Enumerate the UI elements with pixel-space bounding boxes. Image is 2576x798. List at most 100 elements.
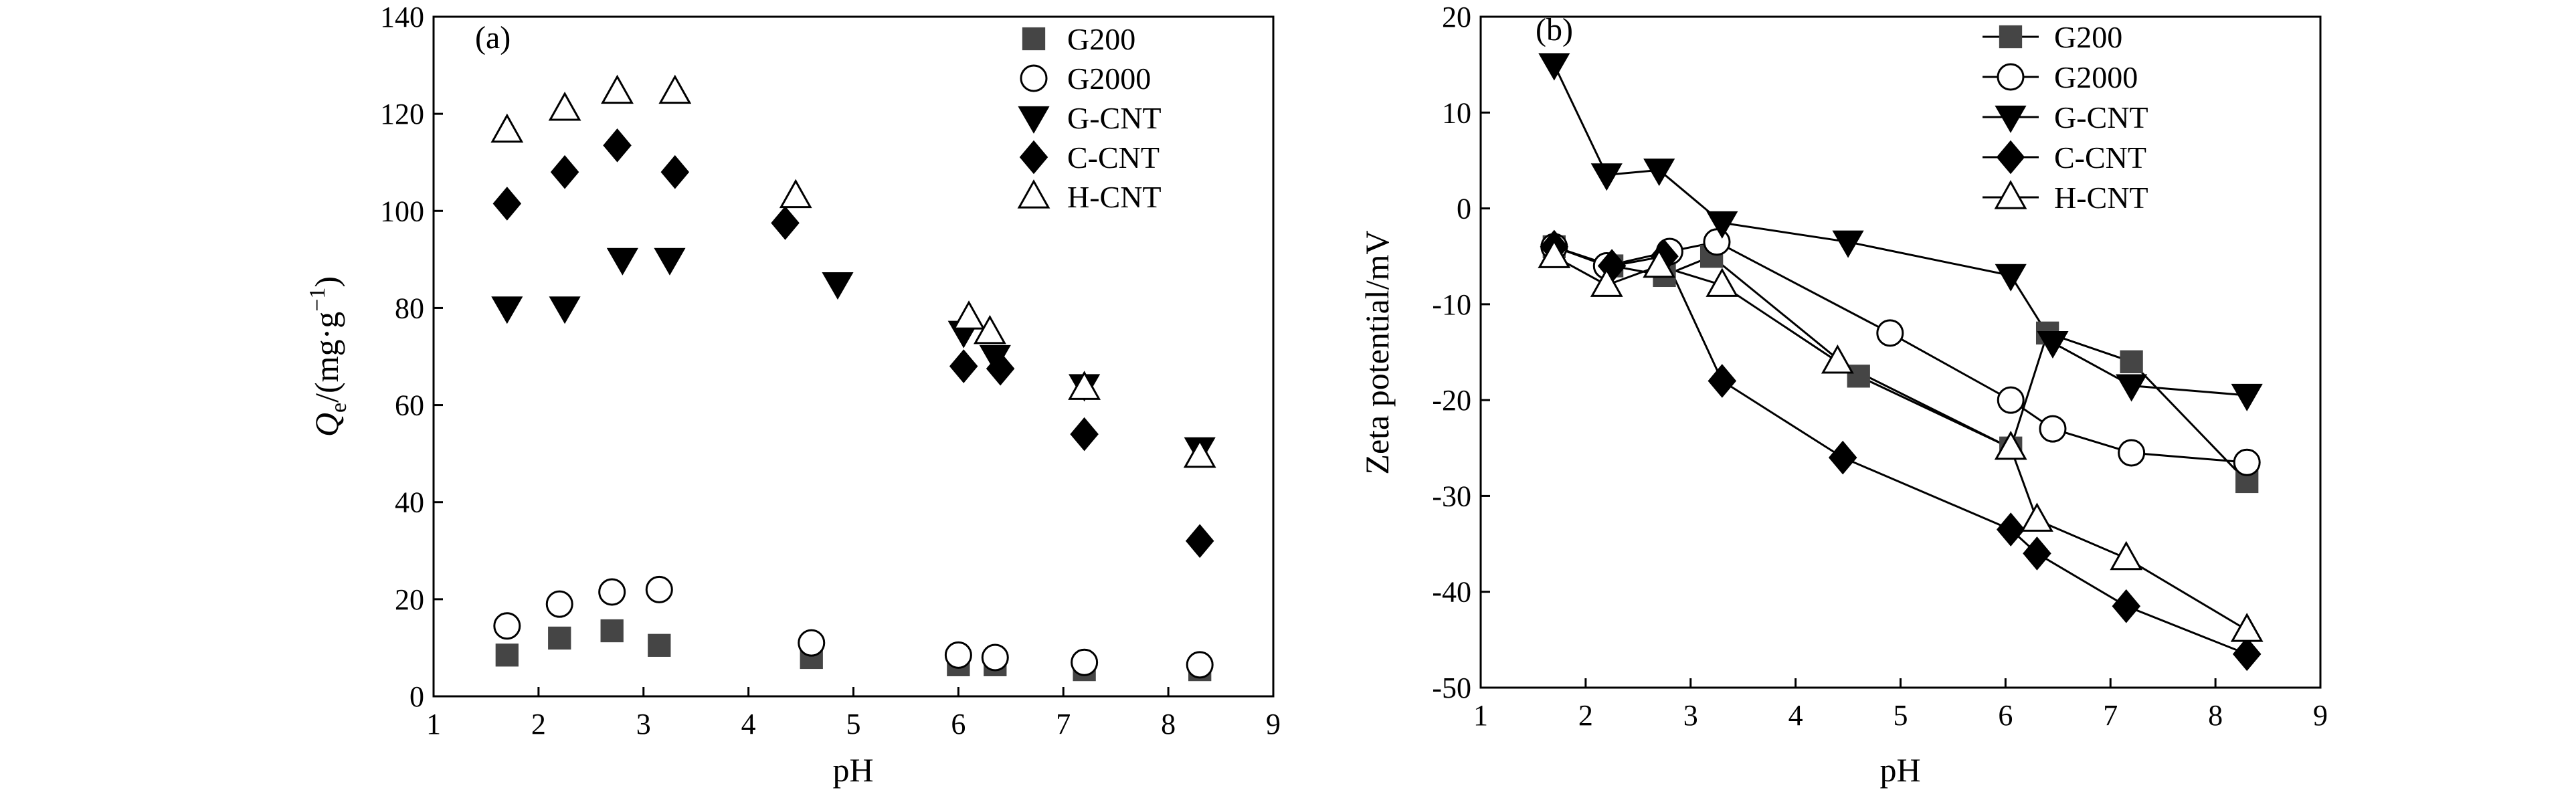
y-tick-label: 100 bbox=[380, 195, 424, 227]
panel-a-y-axis-title: Qe/(mg·g−1) bbox=[305, 276, 351, 437]
y-tick-label: 60 bbox=[395, 389, 424, 422]
panel-a-x-axis-title: pH bbox=[832, 751, 873, 789]
x-tick-label: 6 bbox=[951, 708, 965, 740]
data-point-g2000 bbox=[493, 612, 521, 640]
data-point-c-cnt bbox=[660, 155, 690, 189]
data-point-h-cnt bbox=[1821, 344, 1854, 374]
panel-a-data-points bbox=[490, 74, 1216, 682]
data-point-h-cnt bbox=[1994, 430, 2027, 460]
data-point-g200 bbox=[2120, 350, 2143, 373]
ylabel-symbol: Q bbox=[308, 413, 345, 437]
data-point-c-cnt bbox=[2023, 536, 2051, 571]
legend-label-g200: G200 bbox=[1067, 22, 1135, 56]
legend-label-c-cnt: C-CNT bbox=[2054, 140, 2146, 175]
data-point-g-cnt bbox=[654, 247, 686, 276]
data-point-c-cnt bbox=[1996, 512, 2025, 546]
ylabel-unit-prefix: /(mg·g bbox=[308, 312, 345, 403]
panel-b-y-ticks: -50 -40 -30 -20 -10 0 10 20 bbox=[1432, 1, 1490, 704]
legend-label-h-cnt: H-CNT bbox=[2054, 181, 2148, 215]
x-tick-label: 1 bbox=[1473, 699, 1488, 732]
data-point-h-cnt bbox=[490, 113, 524, 143]
data-point-g-cnt bbox=[822, 272, 854, 300]
data-point-c-cnt bbox=[1708, 364, 1737, 398]
panel-b-label: (b) bbox=[1536, 12, 1573, 47]
data-point-g200 bbox=[548, 626, 571, 650]
panel-b-data-points bbox=[1538, 53, 2264, 672]
data-point-h-cnt bbox=[2230, 613, 2264, 642]
y-tick-label: -10 bbox=[1432, 288, 1471, 321]
legend-marker-g-cnt bbox=[1018, 106, 1050, 134]
data-point-g-cnt bbox=[1832, 230, 1864, 258]
y-tick-label: 0 bbox=[409, 680, 424, 713]
x-tick-label: 3 bbox=[1683, 699, 1698, 732]
data-point-g2000 bbox=[1876, 319, 1904, 347]
x-tick-label: 9 bbox=[1266, 708, 1281, 740]
data-point-h-cnt bbox=[1068, 371, 1101, 400]
data-point-h-cnt bbox=[974, 314, 1006, 344]
data-point-h-cnt bbox=[548, 92, 581, 121]
legend-marker-g-cnt bbox=[1995, 105, 2027, 133]
data-point-g2000 bbox=[545, 590, 573, 618]
data-point-g-cnt bbox=[606, 247, 638, 276]
data-point-g2000 bbox=[1703, 228, 1731, 256]
data-point-c-cnt bbox=[986, 351, 1015, 386]
legend-marker-h-cnt bbox=[1994, 180, 2027, 209]
data-point-g2000 bbox=[944, 641, 972, 669]
panel-b-x-ticks: 1 2 3 4 5 6 7 8 9 bbox=[1473, 678, 2328, 732]
x-tick-label: 9 bbox=[2313, 699, 2328, 732]
data-point-c-cnt bbox=[1070, 417, 1099, 452]
data-point-c-cnt bbox=[2232, 637, 2262, 672]
legend-marker-h-cnt bbox=[1017, 179, 1050, 209]
data-point-c-cnt bbox=[949, 349, 978, 383]
data-point-c-cnt bbox=[492, 187, 522, 221]
legend-label-c-cnt: C-CNT bbox=[1067, 140, 1160, 175]
data-point-g200 bbox=[495, 643, 519, 667]
data-point-g-cnt bbox=[549, 296, 581, 324]
data-point-g2000 bbox=[598, 578, 626, 606]
data-point-c-cnt bbox=[1185, 524, 1214, 559]
data-point-g2000 bbox=[1186, 651, 1214, 679]
data-point-h-cnt bbox=[1183, 438, 1216, 468]
legend-marker-g2000 bbox=[1020, 64, 1048, 92]
data-point-c-cnt bbox=[1828, 440, 1857, 475]
legend-marker-g200 bbox=[1999, 25, 2023, 49]
legend-marker-c-cnt bbox=[1996, 140, 2025, 175]
x-tick-label: 8 bbox=[1161, 708, 1176, 740]
panel-b: 1 2 3 4 5 6 7 8 9 -50 -40 -30 -20 -10 0 10 20 (b) pH Ze… bbox=[1358, 1, 2328, 789]
y-tick-label: -20 bbox=[1432, 384, 1471, 417]
data-point-c-cnt bbox=[2112, 589, 2141, 623]
legend-label-g2000: G2000 bbox=[1067, 62, 1151, 96]
data-point-g200 bbox=[600, 619, 624, 643]
panel-a-legend: G200 G2000 G-CNT C-CNT H-CNT bbox=[1017, 22, 1162, 214]
data-point-g-cnt bbox=[491, 296, 523, 324]
data-point-g2000 bbox=[981, 643, 1009, 672]
data-point-h-cnt bbox=[601, 74, 634, 104]
data-point-h-cnt bbox=[1590, 268, 1623, 297]
y-tick-label: -50 bbox=[1432, 672, 1471, 704]
data-point-g2000 bbox=[1997, 386, 2025, 414]
data-point-g-cnt bbox=[1706, 211, 1738, 239]
data-point-g-cnt bbox=[2037, 331, 2069, 359]
data-point-h-cnt bbox=[1706, 268, 1739, 297]
ylabel-unit-suffix: ) bbox=[308, 276, 345, 288]
y-tick-label: 20 bbox=[395, 583, 424, 616]
x-tick-label: 3 bbox=[636, 708, 651, 740]
y-tick-label: 120 bbox=[380, 98, 424, 130]
ylabel-subscript: e bbox=[327, 403, 351, 413]
y-tick-label: 0 bbox=[1457, 193, 1471, 225]
y-tick-label: 40 bbox=[395, 486, 424, 519]
panel-b-y-axis-title: Zeta potential/mV bbox=[1358, 230, 1396, 474]
data-point-g200 bbox=[648, 633, 671, 657]
panel-b-frame bbox=[1479, 15, 2322, 689]
legend-marker-c-cnt bbox=[1019, 140, 1048, 175]
data-point-g-cnt bbox=[1643, 159, 1675, 187]
y-tick-label: 20 bbox=[1442, 1, 1471, 33]
data-point-g2000 bbox=[2233, 448, 2261, 476]
x-tick-label: 1 bbox=[426, 708, 441, 740]
x-tick-label: 7 bbox=[1056, 708, 1071, 740]
y-tick-label: 10 bbox=[1442, 96, 1471, 129]
x-tick-label: 5 bbox=[846, 708, 861, 740]
data-point-h-cnt bbox=[2021, 502, 2053, 532]
series-line-h-cnt bbox=[1554, 255, 2247, 631]
